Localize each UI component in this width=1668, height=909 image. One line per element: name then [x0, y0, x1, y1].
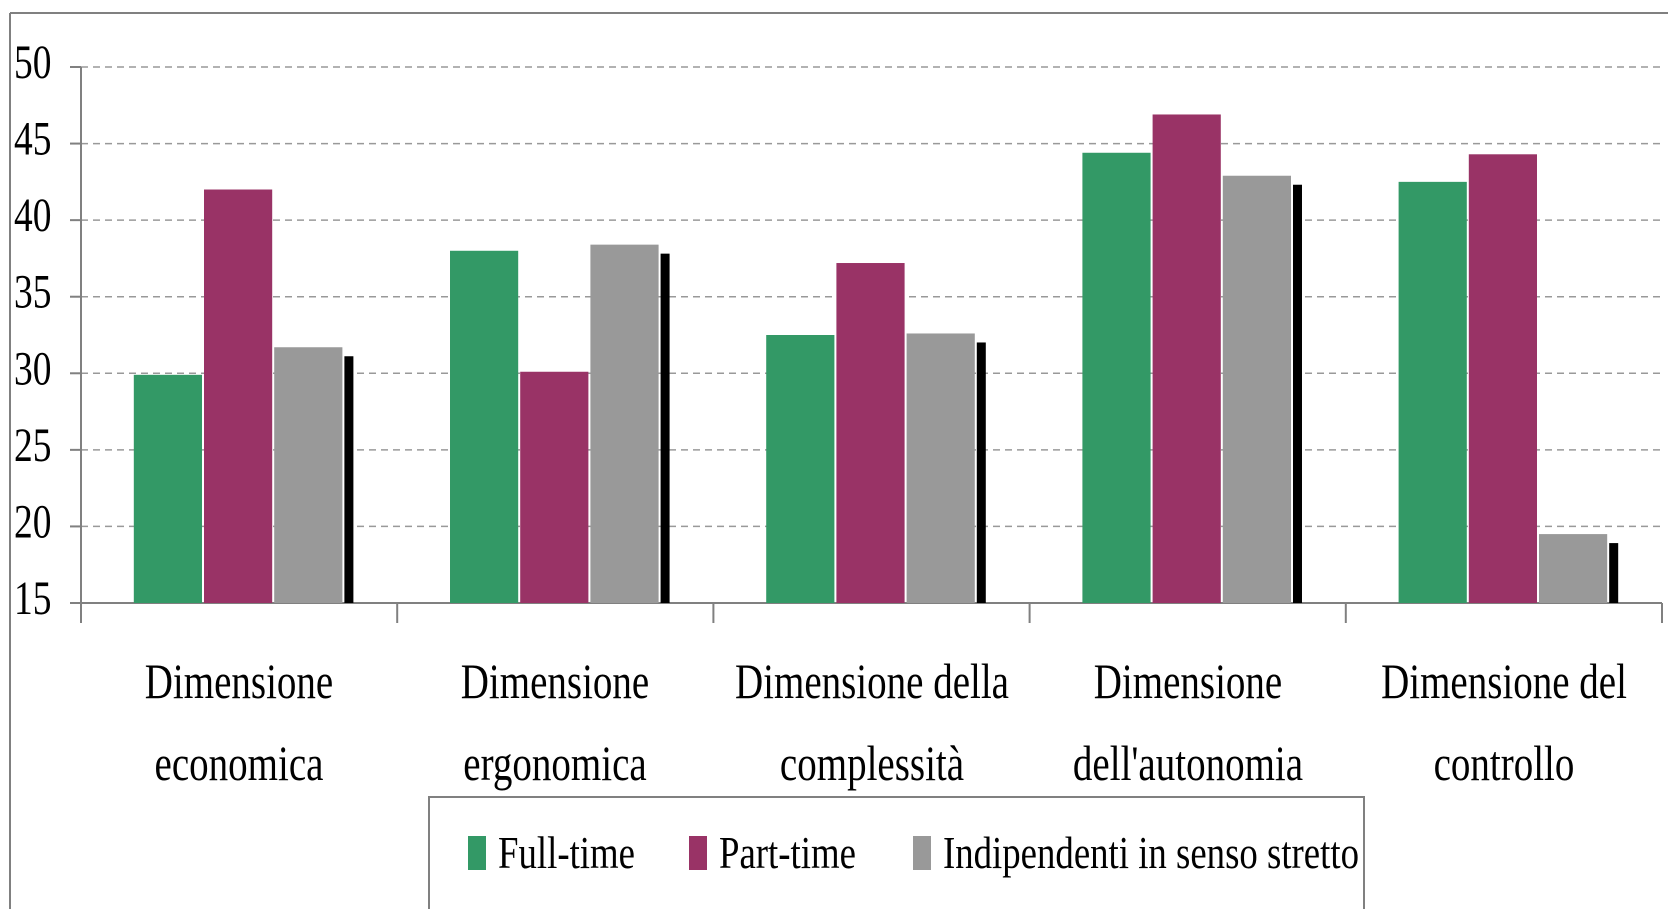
bar — [906, 333, 975, 603]
bar — [133, 374, 203, 603]
bar — [1152, 114, 1221, 603]
y-tick-label: 15 — [14, 573, 51, 625]
y-tick-label: 50 — [14, 37, 51, 89]
y-tick-label: 20 — [14, 496, 51, 548]
bar — [1082, 152, 1151, 603]
bar — [836, 263, 905, 603]
x-tick-label: Dimensione del controllo — [1380, 653, 1627, 791]
y-tick-label: 45 — [14, 113, 51, 165]
bar — [204, 189, 273, 603]
x-tick-label: Dimensione ergonomica — [461, 653, 650, 791]
bar-shadow — [1609, 543, 1619, 603]
legend-label: Full-time — [498, 827, 635, 878]
bar — [1468, 154, 1537, 603]
bar — [274, 347, 343, 603]
bar — [766, 335, 835, 603]
x-tick-label: Dimensione della complessità — [734, 653, 1009, 791]
legend-swatch — [468, 836, 486, 870]
bar — [450, 250, 519, 603]
bar-shadow — [976, 342, 986, 603]
bar-shadow — [344, 356, 354, 603]
bar-shadow — [660, 253, 670, 603]
bar — [1398, 181, 1467, 603]
bar — [520, 371, 589, 603]
legend-label: Part-time — [719, 827, 856, 878]
bar — [1538, 534, 1608, 603]
bar — [1222, 175, 1291, 603]
legend-swatch — [913, 836, 931, 870]
y-tick-label: 40 — [14, 190, 51, 242]
y-tick-label: 35 — [14, 266, 51, 318]
legend-label: Indipendenti in senso stretto — [943, 827, 1359, 878]
legend-box — [428, 796, 1365, 909]
bar — [590, 244, 659, 603]
bar-shadow — [1292, 184, 1302, 603]
y-tick-label: 25 — [14, 420, 51, 472]
x-tick-label: Dimensione dell'autonomia — [1072, 653, 1303, 791]
y-tick-label: 30 — [14, 343, 51, 395]
legend-swatch — [689, 836, 707, 870]
x-tick-label: Dimensione economica — [144, 653, 334, 791]
